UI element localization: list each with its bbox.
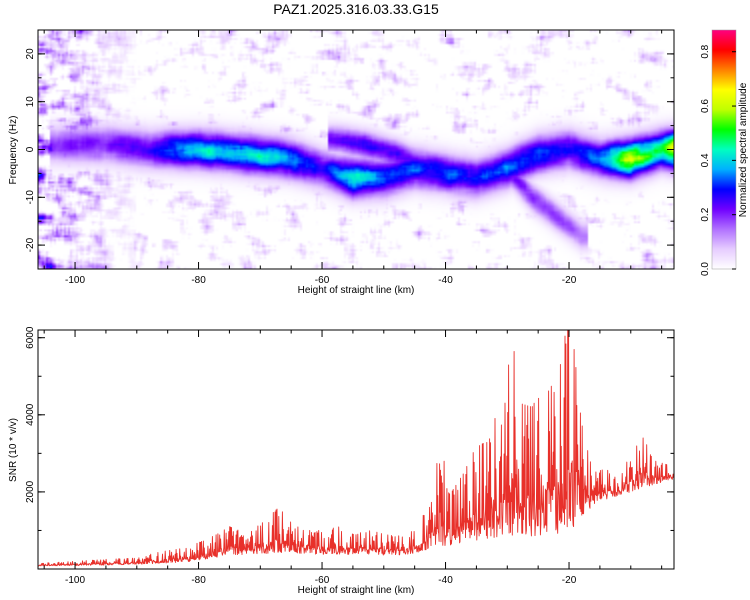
snr-xlabel: Height of straight line (km) bbox=[298, 585, 415, 596]
chart-title: PAZ1.2025.316.03.33.G15 bbox=[273, 1, 439, 17]
colorbar-tick-label: 0.6 bbox=[700, 99, 711, 113]
snr-x-tick-label: -60 bbox=[315, 575, 330, 586]
spectrogram-y-ticks: -20 -10 0 10 20 bbox=[25, 29, 674, 270]
spectrogram-x-tick-label: -60 bbox=[315, 275, 330, 286]
snr-x-tick-label: -20 bbox=[562, 575, 577, 586]
snr-x-ticks: -100 -80 -60 -40 -20 bbox=[43, 330, 663, 586]
colorbar-tick-label: 0.2 bbox=[700, 207, 711, 221]
snr-y-tick-label: 2000 bbox=[25, 480, 36, 503]
colorbar-label: Normalized spectral amplitude bbox=[738, 82, 749, 217]
colorbar-ticks: 0.0 0.2 0.4 0.6 0.8 bbox=[700, 44, 736, 276]
spectrogram-heatmap bbox=[38, 30, 674, 269]
colorbar: 0.0 0.2 0.4 0.6 0.8 Normalized spectral ampl… bbox=[700, 29, 749, 276]
colorbar-tick-label: 0.4 bbox=[700, 153, 711, 167]
spectrogram-x-ticks: -100 -80 -60 -40 -20 bbox=[43, 30, 663, 286]
colorbar-tick-label: 0.0 bbox=[700, 262, 711, 276]
colorbar-frame bbox=[711, 29, 737, 270]
spectrogram-y-tick-label: -20 bbox=[25, 237, 36, 252]
snr-x-tick-label: -100 bbox=[65, 575, 85, 586]
snr-frame bbox=[37, 329, 675, 570]
spectrogram-x-tick-label: -40 bbox=[438, 275, 453, 286]
snr-x-tick-label: -40 bbox=[438, 575, 453, 586]
spectrogram-y-tick-label: 0 bbox=[25, 146, 36, 152]
spectrogram-y-tick-label: -10 bbox=[25, 190, 36, 205]
snr-ylabel: SNR (10 * v/v) bbox=[8, 418, 19, 482]
colorbar-tick-label: 0.8 bbox=[700, 44, 711, 58]
spectrogram-y-tick-label: 10 bbox=[25, 96, 36, 108]
spectrogram-x-tick-label: -20 bbox=[562, 275, 577, 286]
snr-panel: -100 -80 -60 -40 -20 2000 4000 6000 Height of … bbox=[8, 326, 675, 596]
snr-series-line bbox=[38, 330, 674, 567]
spectrogram-ylabel: Frequency (Hz) bbox=[8, 116, 19, 185]
snr-y-tick-label: 4000 bbox=[25, 403, 36, 426]
spectrogram-x-tick-label: -100 bbox=[65, 275, 85, 286]
colorbar-gradient bbox=[712, 30, 736, 269]
spectrogram-xlabel: Height of straight line (km) bbox=[298, 285, 415, 296]
snr-y-tick-label: 6000 bbox=[25, 326, 36, 349]
spectrogram-x-tick-label: -80 bbox=[191, 275, 206, 286]
spectrogram-y-tick-label: 20 bbox=[25, 48, 36, 60]
snr-y-ticks: 2000 4000 6000 bbox=[25, 326, 674, 570]
snr-background bbox=[38, 330, 674, 569]
snr-x-tick-label: -80 bbox=[191, 575, 206, 586]
